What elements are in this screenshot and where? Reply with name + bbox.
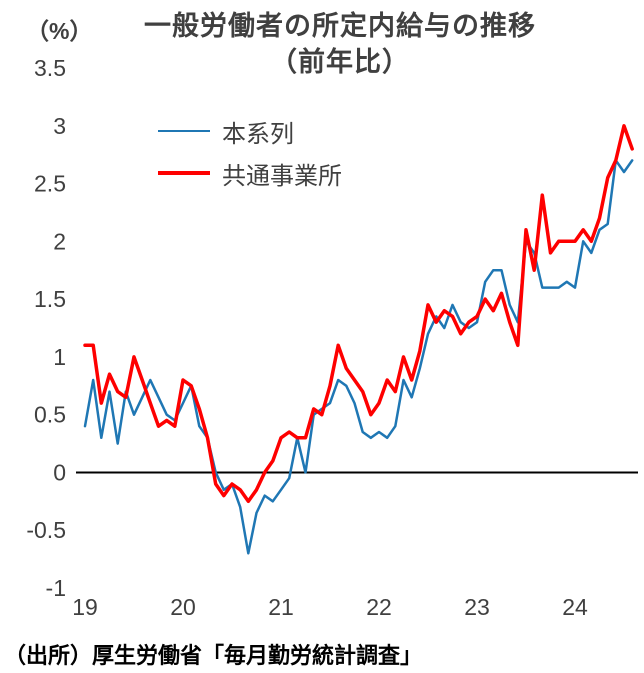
y-axis-tick-label: 3 bbox=[53, 113, 66, 139]
x-axis-tick-label: 21 bbox=[268, 594, 294, 620]
x-axis-tick-label: 19 bbox=[72, 594, 98, 620]
x-axis-tick-label: 24 bbox=[562, 594, 588, 620]
chart-title-line2: （前年比） bbox=[270, 47, 410, 77]
y-axis-tick-label: 0.5 bbox=[34, 402, 66, 428]
y-axis-tick-label: 1.5 bbox=[34, 286, 66, 312]
x-axis-tick-label: 23 bbox=[464, 594, 490, 620]
y-axis-tick-label: 1 bbox=[53, 344, 66, 370]
line-chart: 3.5 3 2.5 2 1.5 1 0.5 0 -0.5 -119 20 21 22 23 24 bbox=[26, 55, 638, 620]
y-axis-tick-label: -1 bbox=[46, 575, 66, 601]
chart-title-line1: 一般労働者の所定内給与の推移 bbox=[144, 11, 536, 41]
y-axis-tick-label: 2.5 bbox=[34, 171, 66, 197]
y-axis-tick-label: 0 bbox=[53, 459, 66, 485]
legend-label-common-establishments: 共通事業所 bbox=[222, 162, 342, 190]
chart-title: 一般労働者の所定内給与の推移 （前年比） bbox=[70, 8, 610, 80]
legend-item-main-series: 本系列 bbox=[158, 110, 342, 152]
legend-item-common-establishments: 共通事業所 bbox=[158, 152, 342, 194]
chart-legend: 本系列 共通事業所 bbox=[158, 110, 342, 194]
source-note: （出所）厚生労働省「毎月勤労統計調査」 bbox=[4, 643, 423, 668]
y-axis-tick-label: 3.5 bbox=[34, 55, 66, 81]
series-line-common-establishments bbox=[83, 124, 634, 504]
x-axis-tick-label: 22 bbox=[366, 594, 392, 620]
main-series-line-swatch bbox=[158, 129, 210, 133]
series-line-main bbox=[83, 159, 634, 555]
y-axis-unit-label: （%） bbox=[26, 18, 93, 44]
legend-label-main-series: 本系列 bbox=[222, 120, 294, 148]
common-establishments-line-swatch bbox=[158, 171, 210, 175]
x-axis-tick-label: 20 bbox=[170, 594, 196, 620]
y-axis-tick-label: 2 bbox=[53, 228, 66, 254]
y-axis-tick-label: -0.5 bbox=[26, 517, 66, 543]
